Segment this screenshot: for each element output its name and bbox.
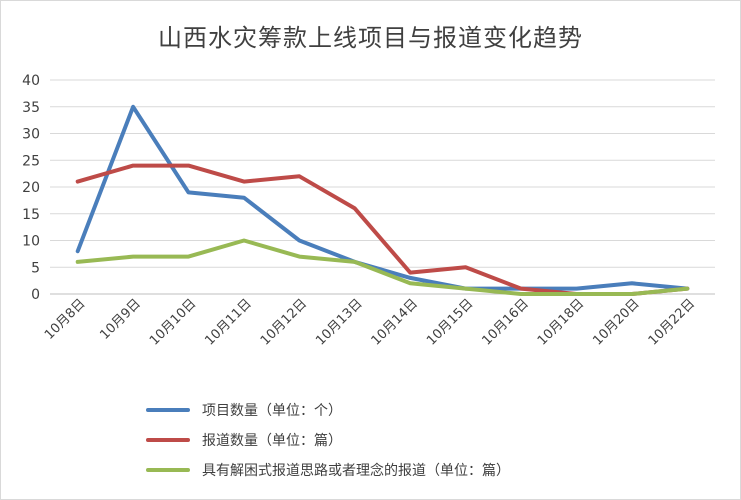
x-axis-tick-labels: 10月8日 10月9日 10月10日 10月11日 10月12日 10月13日 10月14日… bbox=[42, 296, 698, 348]
x-tick-label: 10月16日 bbox=[479, 296, 531, 348]
y-axis-tick-labels: 0 5 10 15 20 25 30 35 40 bbox=[22, 73, 40, 303]
y-tick-label: 30 bbox=[22, 127, 40, 143]
x-tick-label: 10月14日 bbox=[369, 296, 421, 348]
y-tick-label: 10 bbox=[22, 234, 40, 250]
legend-swatch bbox=[146, 438, 190, 442]
y-tick-label: 0 bbox=[31, 287, 40, 303]
y-tick-label: 20 bbox=[22, 180, 40, 196]
x-tick-label: 10月12日 bbox=[258, 296, 310, 348]
x-tick-label: 10月18日 bbox=[535, 296, 587, 348]
x-tick-label: 10月8日 bbox=[42, 296, 89, 343]
legend-label: 项目数量（单位：个） bbox=[202, 403, 342, 419]
legend-swatch bbox=[146, 468, 190, 472]
series-lines bbox=[75, 104, 690, 296]
x-tick-label: 10月15日 bbox=[424, 296, 476, 348]
x-tick-label: 10月22日 bbox=[646, 296, 698, 348]
gridlines bbox=[50, 79, 715, 295]
legend-item: 报道数量（单位：篇） bbox=[146, 428, 342, 452]
chart-title: 山西水灾筹款上线项目与报道变化趋势 bbox=[158, 24, 583, 52]
y-tick-label: 35 bbox=[22, 100, 40, 116]
legend-label: 具有解困式报道思路或者理念的报道（单位：篇） bbox=[202, 463, 510, 479]
x-tick-label: 10月13日 bbox=[313, 296, 365, 348]
x-tick-label: 10月10日 bbox=[147, 296, 199, 348]
y-tick-label: 5 bbox=[31, 260, 40, 276]
legend-swatch bbox=[146, 408, 190, 412]
series-line-1 bbox=[75, 104, 690, 291]
x-tick-label: 10月9日 bbox=[97, 296, 144, 343]
legend-label: 报道数量（单位：篇） bbox=[202, 433, 342, 449]
x-tick-label: 10月20日 bbox=[590, 296, 642, 348]
x-tick-label: 10月11日 bbox=[202, 296, 254, 348]
legend-item: 具有解困式报道思路或者理念的报道（单位：篇） bbox=[146, 458, 510, 482]
series-line-3 bbox=[75, 238, 690, 296]
y-tick-label: 15 bbox=[22, 207, 40, 223]
y-tick-label: 40 bbox=[22, 73, 40, 89]
legend-item: 项目数量（单位：个） bbox=[146, 398, 342, 422]
y-tick-label: 25 bbox=[22, 153, 40, 169]
